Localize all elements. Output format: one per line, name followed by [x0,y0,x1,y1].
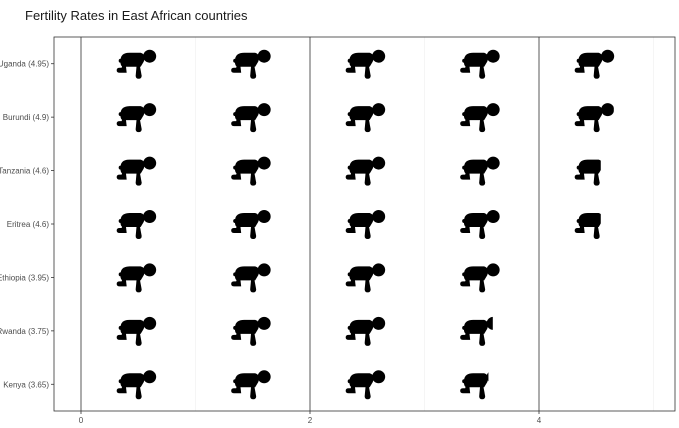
y-tick-label: Tanzania (4.6) [0,167,49,176]
crawling-baby-icon [460,210,500,239]
chart-title: Fertility Rates in East African countrie… [25,8,248,23]
crawling-baby-icon [231,156,271,186]
crawling-baby-icon [574,103,614,133]
crawling-baby-icon [231,49,271,79]
y-tick-label: Ethiopia (3.95) [0,273,49,282]
crawling-baby-icon [574,49,615,79]
crawling-baby-icon [460,316,493,346]
crawling-baby-icon [116,316,157,346]
grid-layer [80,37,654,411]
crawling-baby-icon [116,103,157,133]
crawling-baby-icon [460,49,500,79]
crawling-baby-icon [574,213,601,239]
icon-layer [116,49,615,400]
y-tick-label: Rwanda (3.75) [0,327,49,336]
crawling-baby-icon [460,103,500,133]
y-tick-label: Burundi (4.9) [3,113,50,122]
crawling-baby-icon [231,103,271,133]
crawling-baby-icon [345,263,386,293]
crawling-baby-icon [345,49,386,79]
crawling-baby-icon [116,49,157,79]
crawling-baby-icon [116,370,157,400]
crawling-baby-icon [231,263,271,293]
crawling-baby-icon [231,316,271,346]
x-tick-label: 0 [79,416,84,425]
axis-layer: Uganda (4.95) Burundi (4.9) Tanzania (4.6)… [0,60,542,425]
crawling-baby-icon [460,372,489,400]
y-tick-label: Kenya (3.65) [3,380,49,389]
crawling-baby-icon [231,370,271,400]
x-tick-label: 2 [308,416,313,425]
crawling-baby-icon [345,370,386,400]
crawling-baby-icon [345,103,386,133]
y-tick-label: Eritrea (4.6) [7,220,50,229]
crawling-baby-icon [231,210,271,239]
y-tick-label: Uganda (4.95) [0,60,49,69]
crawling-baby-icon [116,210,157,239]
crawling-baby-icon [460,156,500,186]
crawling-baby-icon [116,156,157,186]
crawling-baby-icon [574,159,601,186]
crawling-baby-icon [345,156,386,186]
x-tick-label: 4 [537,416,542,425]
crawling-baby-icon [345,316,386,346]
crawling-baby-icon [345,210,386,239]
crawling-baby-icon [116,263,157,293]
crawling-baby-icon [460,263,500,293]
